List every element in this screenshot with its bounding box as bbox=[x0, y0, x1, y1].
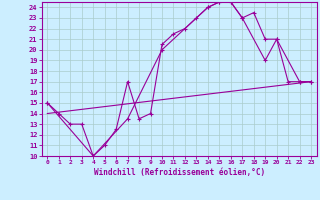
X-axis label: Windchill (Refroidissement éolien,°C): Windchill (Refroidissement éolien,°C) bbox=[94, 168, 265, 177]
